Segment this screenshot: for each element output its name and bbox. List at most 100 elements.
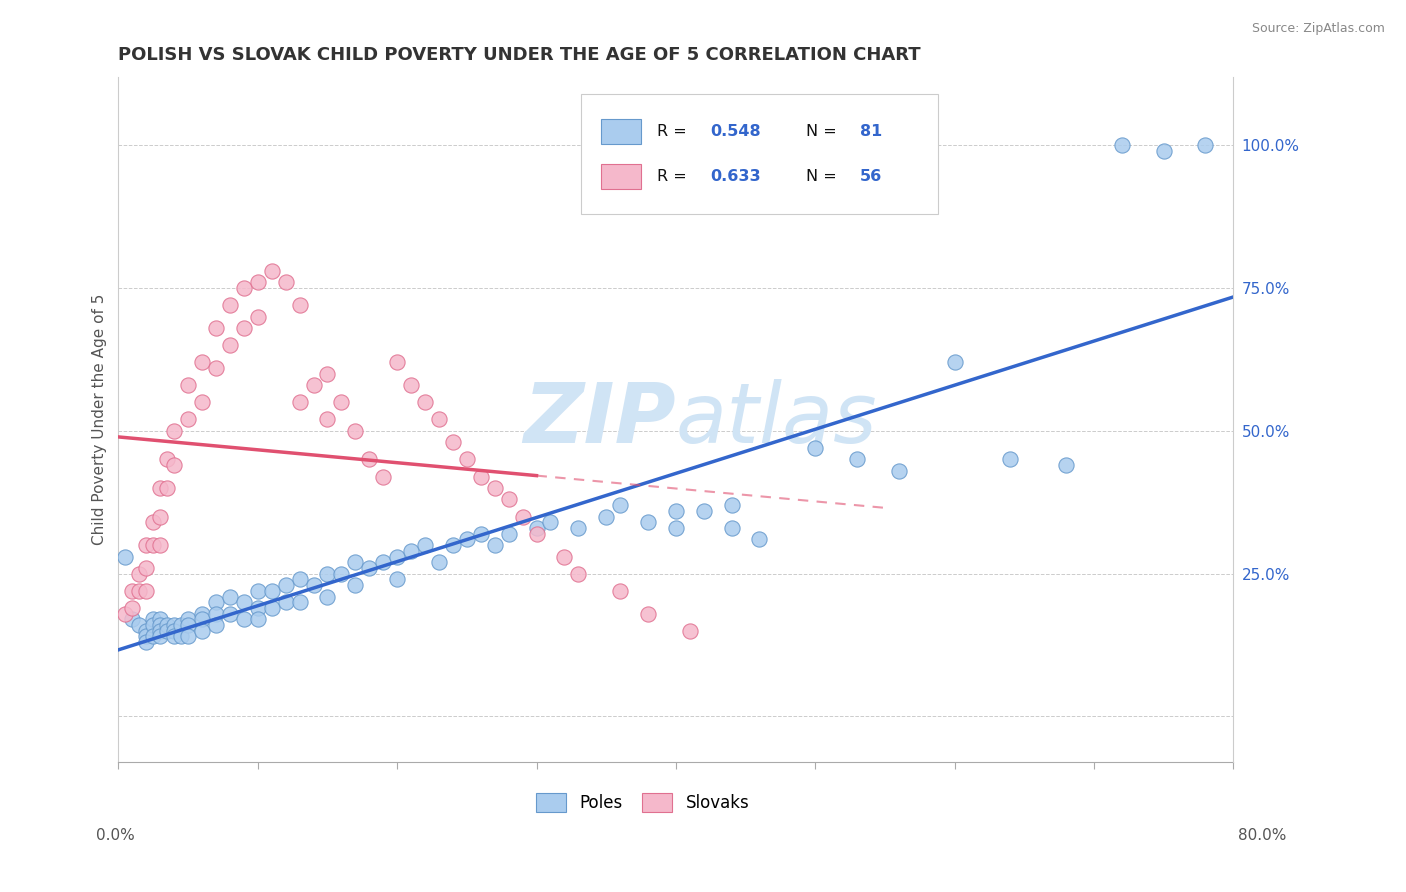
FancyBboxPatch shape [602,120,641,144]
Point [128,583,150,598]
Point [246,601,269,615]
Point [135,561,157,575]
Point [219,590,242,604]
Point [205,361,228,376]
Point [665,504,688,518]
Point [484,538,506,552]
Point [142,630,165,644]
Point [149,624,172,638]
Point [344,424,367,438]
Point [142,618,165,632]
Point [637,516,659,530]
Point [163,624,186,638]
Point [470,526,492,541]
Point [149,630,172,644]
Point [1194,138,1216,153]
Point [191,607,214,621]
Point [170,630,193,644]
Point [427,555,450,569]
Point [385,549,408,564]
Point [163,630,186,644]
Text: N =: N = [806,124,842,139]
Point [114,549,136,564]
Point [142,516,165,530]
Point [163,618,186,632]
Point [246,276,269,290]
Point [498,526,520,541]
Point [665,521,688,535]
Point [177,618,200,632]
Point [441,538,464,552]
Point [246,583,269,598]
FancyBboxPatch shape [581,94,938,214]
Point [191,624,214,638]
Point [609,583,631,598]
Point [413,538,436,552]
Point [274,276,297,290]
Point [274,578,297,592]
Point [135,538,157,552]
Point [177,630,200,644]
Point [538,516,561,530]
Point [470,469,492,483]
Point [260,264,283,278]
Point [177,612,200,626]
Point [191,612,214,626]
Point [232,281,254,295]
Point [288,298,311,312]
Point [373,555,395,569]
Point [121,612,143,626]
Point [498,492,520,507]
Point [205,595,228,609]
Point [456,452,478,467]
Point [149,612,172,626]
Point [177,378,200,392]
Point [373,469,395,483]
Point [149,509,172,524]
Point [149,618,172,632]
Point [246,310,269,324]
Point [399,544,422,558]
Point [219,298,242,312]
Text: 81: 81 [860,124,882,139]
Point [135,635,157,649]
Point [191,395,214,409]
Text: 80.0%: 80.0% [1239,829,1286,843]
Point [330,395,353,409]
Point [219,338,242,352]
Point [512,509,534,524]
Point [232,612,254,626]
Point [156,624,179,638]
Point [232,595,254,609]
Point [344,578,367,592]
Point [943,355,966,369]
Point [595,509,617,524]
Legend: Poles, Slovaks: Poles, Slovaks [529,786,756,819]
Point [121,601,143,615]
Point [427,412,450,426]
Point [170,618,193,632]
Point [288,573,311,587]
Text: POLISH VS SLOVAK CHILD POVERTY UNDER THE AGE OF 5 CORRELATION CHART: POLISH VS SLOVAK CHILD POVERTY UNDER THE… [118,46,921,64]
Text: atlas: atlas [676,379,877,460]
Point [385,355,408,369]
Text: Source: ZipAtlas.com: Source: ZipAtlas.com [1251,22,1385,36]
Point [246,612,269,626]
Point [359,561,381,575]
Point [302,578,325,592]
Point [804,441,827,455]
Point [232,321,254,335]
Text: 0.548: 0.548 [710,124,761,139]
Point [526,521,548,535]
Point [316,566,339,581]
Point [156,618,179,632]
Point [359,452,381,467]
Point [128,566,150,581]
Point [846,452,869,467]
Point [330,566,353,581]
Point [720,521,742,535]
Y-axis label: Child Poverty Under the Age of 5: Child Poverty Under the Age of 5 [93,293,107,545]
Point [205,618,228,632]
Point [205,321,228,335]
Point [399,378,422,392]
